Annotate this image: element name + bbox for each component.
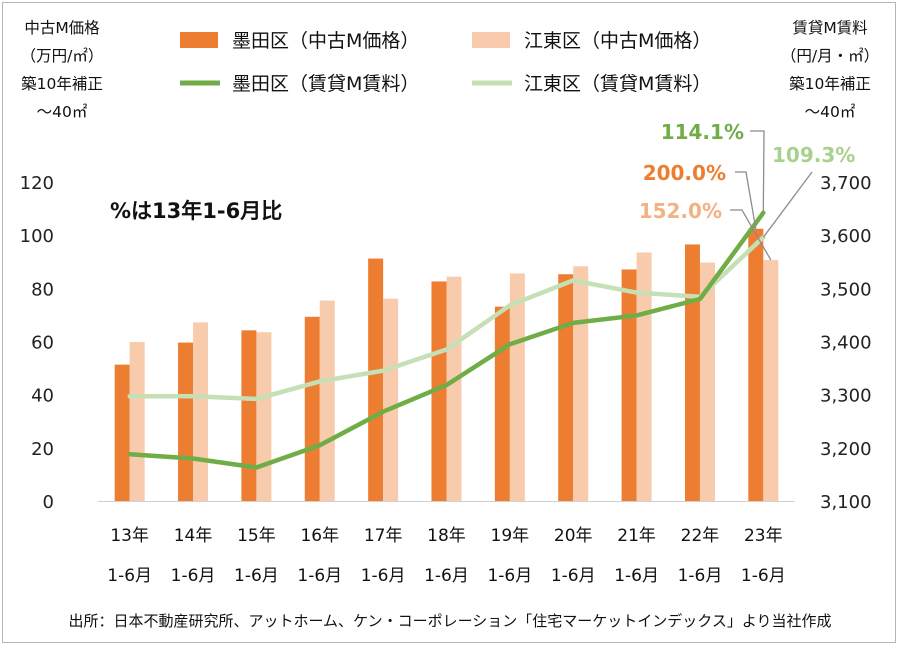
x-tick-label: 1-6月 — [234, 566, 279, 586]
left-tick-label: 60 — [31, 333, 54, 354]
bar — [699, 262, 715, 501]
lines — [127, 210, 766, 470]
x-tick-label: 1-6月 — [107, 566, 152, 586]
right-axis-title-line: （円/月・㎡） — [780, 47, 880, 65]
annotation-label: 109.3% — [772, 143, 855, 167]
right-axis-title-line: 築10年補正 — [789, 75, 871, 93]
bar — [383, 298, 399, 501]
right-axis-title: 賃貸M賃料 （円/月・㎡） 築10年補正 ～40㎡ — [766, 14, 894, 126]
x-tick-label: 1-6月 — [741, 566, 786, 586]
x-tick-label: 14年 — [174, 526, 213, 546]
left-tick-label: 120 — [20, 173, 54, 194]
annotation-leader — [735, 171, 757, 229]
bar — [446, 276, 462, 501]
x-tick-label: 1-6月 — [678, 566, 723, 586]
x-tick-label: 1-6月 — [614, 566, 659, 586]
bar — [304, 316, 320, 501]
bar — [573, 266, 589, 501]
x-tick-label: 17年 — [364, 526, 403, 546]
bar — [621, 269, 637, 501]
x-tick-label: 20年 — [554, 526, 593, 546]
x-tick-label: 16年 — [300, 526, 339, 546]
x-tick-label: 19年 — [491, 526, 530, 546]
x-tick-label: 1-6月 — [487, 566, 532, 586]
legend-label: 墨田区（中古M価格） — [232, 30, 419, 52]
bar — [319, 300, 335, 501]
bar — [494, 306, 510, 501]
legend-swatch — [472, 32, 510, 48]
annotation-label: 200.0% — [643, 161, 726, 185]
right-tick-label: 3,500 — [820, 279, 872, 300]
bar — [256, 332, 272, 501]
legend-label: 江東区（中古M価格） — [524, 30, 711, 52]
chart-note: %は13年1-6月比 — [110, 199, 282, 223]
x-tick-label: 1-6月 — [361, 566, 406, 586]
right-tick-label: 3,700 — [820, 173, 872, 194]
bar — [636, 252, 652, 501]
x-tick-label: 1-6月 — [551, 566, 596, 586]
axes: 0 20 40 60 80 100 120 3,100 3,200 3,300 3,400 3,500… — [20, 173, 872, 586]
bar — [178, 342, 194, 501]
left-tick-label: 40 — [31, 386, 54, 407]
bar — [763, 259, 779, 501]
bar — [193, 322, 209, 501]
annotations: 114.1% 109.3% 200.0% 152.0% — [639, 120, 855, 261]
x-tick-label: 21年 — [617, 526, 656, 546]
series-line — [127, 235, 766, 402]
annotation-label: 114.1% — [661, 120, 744, 144]
annotation-leader — [730, 209, 772, 261]
annotation-leader — [750, 130, 765, 213]
legend: 墨田区（中古M価格） 江東区（中古M価格） 墨田区（賃貸M賃料） 江東区（賃貸M賃料） — [180, 30, 711, 95]
right-axis-title-line: ～40㎡ — [804, 103, 856, 121]
x-tick-label: 15年 — [237, 526, 276, 546]
annotation-label: 152.0% — [639, 199, 722, 223]
x-tick-label: 1-6月 — [171, 566, 216, 586]
bar — [558, 274, 574, 501]
left-tick-label: 20 — [31, 439, 54, 460]
right-tick-label: 3,300 — [820, 386, 872, 407]
bar — [509, 273, 525, 501]
x-tick-label: 13年 — [110, 526, 149, 546]
bar — [431, 281, 447, 501]
right-tick-label: 3,600 — [820, 226, 872, 247]
left-axis-title-line: 中古M価格 — [24, 19, 100, 37]
legend-label: 江東区（賃貸M賃料） — [524, 73, 711, 95]
bar — [129, 342, 145, 501]
left-axis-title: 中古M価格 （万円/㎡） 築10年補正 ～40㎡ — [8, 14, 116, 126]
source-note: 出所：日本不動産研究所、アットホーム、ケン・コーポレーション「住宅マーケットイン… — [68, 612, 832, 630]
x-tick-label: 23年 — [744, 526, 783, 546]
left-tick-label: 100 — [20, 226, 54, 247]
bar — [241, 330, 257, 501]
x-tick-label: 18年 — [427, 526, 466, 546]
left-tick-label: 0 — [43, 492, 54, 513]
bar — [368, 258, 384, 501]
right-tick-label: 3,400 — [820, 333, 872, 354]
x-tick-label: 1-6月 — [424, 566, 469, 586]
legend-swatch — [180, 32, 218, 48]
right-tick-label: 3,200 — [820, 439, 872, 460]
x-tick-label: 22年 — [681, 526, 720, 546]
bar — [748, 228, 764, 501]
bar — [114, 364, 130, 501]
left-tick-label: 80 — [31, 279, 54, 300]
annotation-leader — [762, 171, 813, 238]
left-axis-title-line: ～40㎡ — [36, 103, 88, 121]
right-tick-label: 3,100 — [820, 492, 872, 513]
series-line — [127, 210, 766, 470]
bar — [684, 244, 700, 502]
legend-label: 墨田区（賃貸M賃料） — [232, 73, 419, 95]
left-axis-title-line: 築10年補正 — [21, 75, 103, 93]
x-tick-label: 1-6月 — [297, 566, 342, 586]
right-axis-title-line: 賃貸M賃料 — [792, 19, 868, 37]
bars — [114, 228, 779, 502]
left-axis-title-line: （万円/㎡） — [20, 47, 104, 65]
